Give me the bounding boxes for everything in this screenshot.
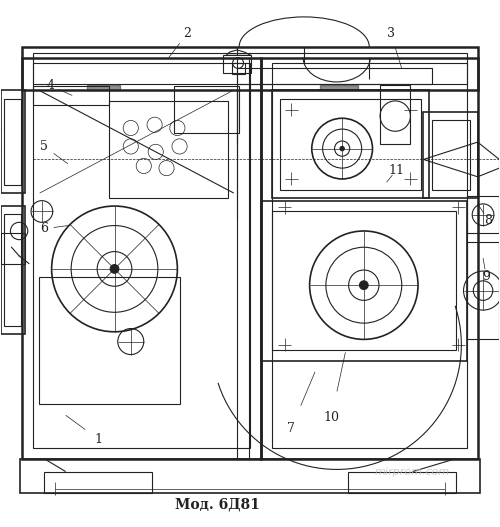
- Text: 11: 11: [388, 164, 404, 177]
- Bar: [33, 86, 109, 105]
- Bar: [0, 206, 24, 334]
- Bar: [237, 69, 432, 84]
- Text: mirprom.com: mirprom.com: [375, 466, 450, 476]
- Bar: [261, 57, 478, 458]
- Text: 2: 2: [183, 27, 191, 40]
- Bar: [272, 63, 467, 448]
- Text: 8: 8: [484, 213, 492, 227]
- Text: 7: 7: [288, 422, 295, 435]
- Bar: [348, 472, 456, 493]
- Bar: [272, 90, 429, 199]
- Polygon shape: [320, 85, 358, 90]
- Bar: [22, 47, 477, 90]
- Circle shape: [110, 265, 119, 274]
- Bar: [432, 121, 470, 190]
- Bar: [467, 242, 500, 339]
- Text: 10: 10: [324, 411, 340, 424]
- Polygon shape: [88, 85, 120, 90]
- Bar: [44, 472, 152, 493]
- Bar: [272, 211, 456, 350]
- Bar: [20, 458, 480, 493]
- Text: 9: 9: [482, 270, 490, 283]
- Text: 1: 1: [94, 433, 102, 446]
- Bar: [33, 53, 467, 84]
- Bar: [4, 99, 21, 186]
- Bar: [232, 63, 244, 74]
- Bar: [223, 55, 251, 73]
- Text: Мод. 6Д81: Мод. 6Д81: [175, 497, 260, 511]
- Circle shape: [340, 147, 344, 151]
- Text: 6: 6: [40, 222, 48, 236]
- Bar: [0, 233, 24, 264]
- Bar: [467, 196, 500, 233]
- Bar: [4, 213, 21, 326]
- Bar: [33, 63, 250, 448]
- Text: 4: 4: [46, 79, 54, 92]
- Circle shape: [360, 281, 368, 289]
- Bar: [38, 277, 180, 404]
- Bar: [380, 85, 410, 144]
- Bar: [0, 90, 24, 193]
- Text: 3: 3: [387, 27, 395, 40]
- Bar: [174, 86, 239, 133]
- Bar: [22, 57, 261, 458]
- Bar: [261, 201, 467, 361]
- Bar: [237, 57, 261, 458]
- Bar: [109, 101, 228, 199]
- Bar: [424, 112, 478, 199]
- Text: 5: 5: [40, 140, 48, 153]
- Bar: [280, 99, 422, 190]
